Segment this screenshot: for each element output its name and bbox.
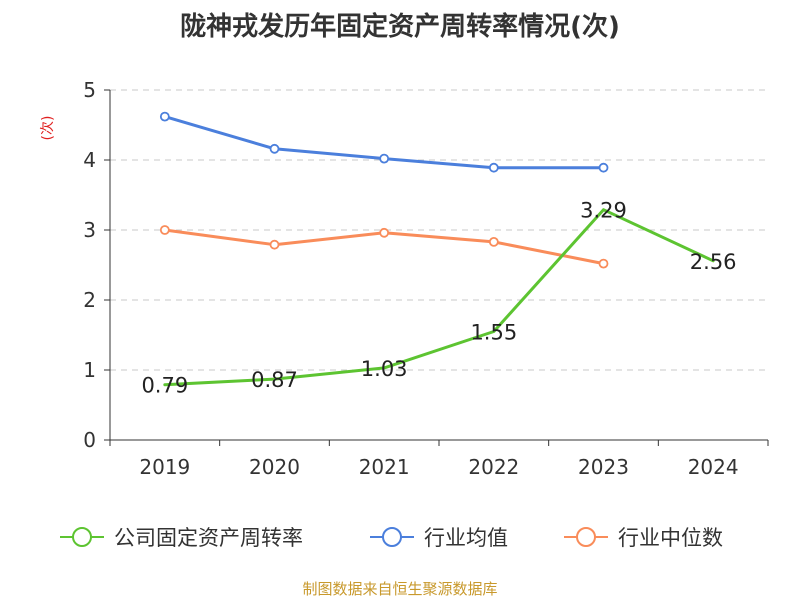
point-1-2023 xyxy=(598,162,609,173)
legend[interactable]: 公司固定资产周转率 行业均值 行业中位数 xyxy=(60,526,723,550)
x-tick-label-2023: 2023 xyxy=(578,455,629,479)
series-line-0 xyxy=(163,208,715,387)
y-tick-label-1: 1 xyxy=(83,358,96,382)
data-label-2020: 0.87 xyxy=(251,368,298,392)
y-tick-label-3: 3 xyxy=(83,218,96,242)
point-2-2021 xyxy=(379,227,390,238)
data-label-2024: 2.56 xyxy=(690,250,737,274)
legend-item-1[interactable]: 行业均值 xyxy=(370,526,508,550)
y-tick-label-2: 2 xyxy=(83,288,96,312)
point-1-2019 xyxy=(159,111,170,122)
source-note: 制图数据来自恒生聚源数据库 xyxy=(302,580,498,598)
x-tick-label-2020: 2020 xyxy=(249,455,300,479)
grid xyxy=(110,89,768,371)
y-tick-label-0: 0 xyxy=(83,428,96,452)
chart-title: 陇神戎发历年固定资产周转率情况(次) xyxy=(180,12,620,42)
point-1-2020 xyxy=(269,143,280,154)
y-tick-label-4: 4 xyxy=(83,148,96,172)
data-label-2021: 1.03 xyxy=(361,357,408,381)
y-tick-label-5: 5 xyxy=(83,78,96,102)
legend-marker-0 xyxy=(72,527,92,547)
data-label-2019: 0.79 xyxy=(141,374,188,398)
point-2-2020 xyxy=(269,239,280,250)
legend-item-2[interactable]: 行业中位数 xyxy=(564,526,723,550)
x-tick-label-2021: 2021 xyxy=(359,455,410,479)
legend-label-2: 行业中位数 xyxy=(618,526,723,550)
legend-item-0[interactable]: 公司固定资产周转率 xyxy=(60,526,303,550)
point-1-2021 xyxy=(379,153,390,164)
point-2-2019 xyxy=(159,225,170,235)
series-lines xyxy=(159,111,715,387)
data-label-2023: 3.29 xyxy=(580,199,627,223)
legend-label-1: 行业均值 xyxy=(424,526,508,550)
data-label-2022: 1.55 xyxy=(470,321,517,345)
data-labels: 0.79 0.87 1.03 1.55 3.29 2.56 xyxy=(141,199,736,398)
axes: 0 1 2 3 4 5 2019 2020 2021 2022 2023 2024 (次) xyxy=(40,78,769,479)
legend-marker-1 xyxy=(382,527,402,547)
legend-marker-2 xyxy=(576,527,596,547)
x-tick-label-2024: 2024 xyxy=(688,455,739,479)
x-tick-label-2019: 2019 xyxy=(139,455,190,479)
point-2-2022 xyxy=(488,236,499,247)
point-1-2022 xyxy=(488,162,499,173)
x-tick-label-2022: 2022 xyxy=(468,455,519,479)
legend-label-0: 公司固定资产周转率 xyxy=(114,526,303,550)
y-axis-label: (次) xyxy=(40,116,56,141)
point-2-2023 xyxy=(598,258,609,269)
